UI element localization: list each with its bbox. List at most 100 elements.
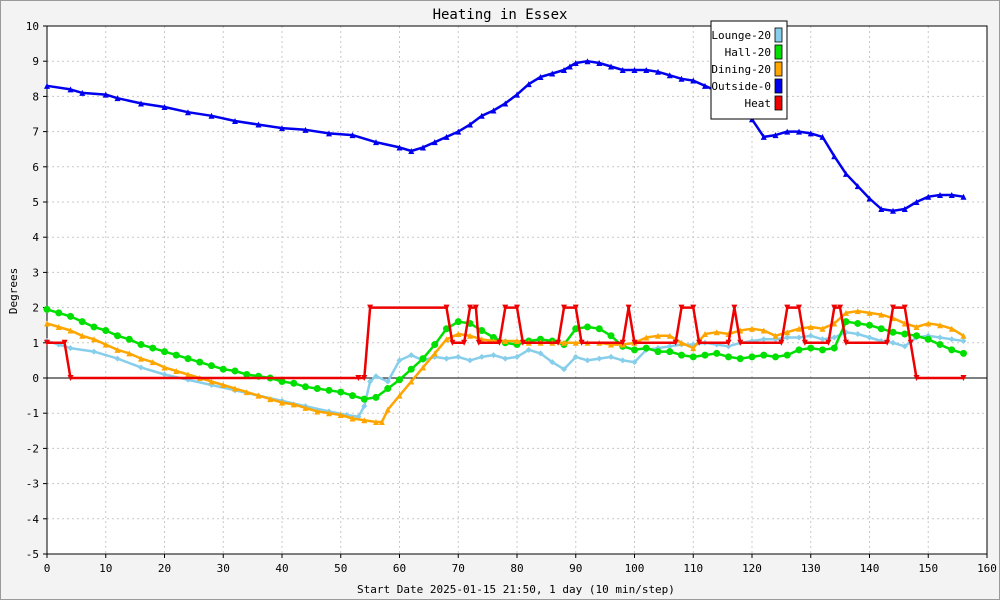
data-point-dining-20 [232, 385, 238, 392]
y-tick-label: 9 [32, 55, 39, 68]
x-tick-label: 90 [569, 562, 582, 575]
data-point-dining-20 [831, 320, 838, 327]
data-point-outside-0 [396, 144, 403, 151]
data-point-outside-0 [566, 63, 573, 70]
data-point-outside-0 [232, 118, 238, 125]
data-point-hall-20 [736, 355, 744, 363]
data-point-outside-0 [373, 139, 379, 146]
y-tick-label: 7 [32, 126, 39, 139]
series-hall-20 [43, 305, 967, 403]
y-axis-title: Degrees [7, 268, 20, 314]
data-point-lounge-20 [584, 357, 591, 364]
legend-swatch [774, 95, 783, 111]
data-point-outside-0 [819, 133, 826, 140]
data-point-outside-0 [631, 67, 638, 73]
data-point-dining-20 [314, 408, 321, 415]
data-point-heat [796, 304, 802, 311]
data-point-outside-0 [420, 144, 426, 151]
data-point-lounge-20 [666, 343, 673, 350]
data-point-heat [461, 339, 468, 346]
x-tick-label: 140 [860, 562, 880, 575]
data-point-hall-20 [595, 325, 603, 333]
data-point-hall-20 [302, 383, 309, 391]
data-point-heat [837, 304, 844, 311]
data-point-hall-20 [783, 351, 791, 359]
data-point-outside-0 [537, 74, 544, 81]
data-point-outside-0 [596, 59, 603, 66]
data-point-heat [731, 304, 738, 311]
data-point-heat [678, 304, 685, 311]
data-point-heat [443, 304, 450, 311]
data-point-lounge-20 [819, 336, 826, 343]
plot-area [47, 26, 987, 554]
data-point-heat [696, 339, 703, 346]
data-point-hall-20 [537, 335, 544, 343]
data-point-lounge-20 [490, 352, 497, 359]
data-point-outside-0 [208, 112, 215, 119]
data-point-heat [367, 304, 374, 311]
data-point-outside-0 [44, 82, 50, 89]
y-tick-label: 6 [32, 161, 39, 174]
data-point-outside-0 [349, 132, 356, 139]
data-point-lounge-20 [901, 343, 908, 350]
data-point-heat [725, 339, 732, 346]
data-point-hall-20 [384, 385, 392, 393]
legend-label: Outside-0 [711, 80, 771, 93]
data-point-hall-20 [102, 326, 110, 334]
data-point-outside-0 [807, 130, 814, 137]
data-point-hall-20 [701, 351, 709, 359]
series-layer [43, 58, 967, 425]
data-point-hall-20 [55, 309, 63, 317]
data-point-hall-20 [114, 332, 121, 340]
data-point-dining-20 [126, 350, 133, 357]
data-point-hall-20 [772, 353, 779, 361]
data-point-heat [572, 304, 579, 311]
data-point-hall-20 [807, 344, 815, 352]
data-point-outside-0 [455, 128, 462, 135]
data-point-lounge-20 [631, 359, 638, 366]
data-point-heat [561, 304, 567, 311]
data-point-dining-20 [878, 311, 885, 318]
data-point-dining-20 [373, 419, 379, 425]
data-point-hall-20 [654, 348, 662, 356]
data-point-outside-0 [525, 81, 532, 88]
data-point-lounge-20 [725, 343, 732, 350]
series-outside-0 [44, 58, 967, 214]
data-point-hall-20 [936, 341, 944, 349]
data-point-lounge-20 [396, 357, 403, 364]
x-tick-label: 80 [510, 562, 523, 575]
data-point-hall-20 [666, 348, 674, 356]
data-point-heat [737, 339, 744, 346]
data-point-lounge-20 [854, 331, 861, 337]
data-point-outside-0 [67, 86, 74, 93]
x-tick-label: 100 [625, 562, 645, 575]
data-point-dining-20 [79, 332, 86, 339]
data-point-hall-20 [584, 323, 591, 331]
data-point-hall-20 [830, 344, 838, 352]
data-point-hall-20 [396, 376, 403, 384]
data-point-lounge-20 [502, 355, 509, 362]
data-point-outside-0 [608, 63, 614, 70]
data-point-outside-0 [655, 68, 661, 75]
legend-swatch [774, 78, 783, 94]
data-point-dining-20 [185, 371, 191, 378]
data-point-dining-20 [713, 329, 720, 336]
legend-swatch [774, 61, 783, 77]
data-point-outside-0 [572, 59, 579, 66]
data-point-hall-20 [231, 367, 239, 375]
data-point-dining-20 [208, 378, 215, 385]
data-point-outside-0 [114, 95, 121, 102]
x-tick-label: 70 [452, 562, 465, 575]
x-tick-label: 160 [977, 562, 997, 575]
y-tick-label: 0 [32, 372, 39, 385]
data-point-dining-20 [255, 392, 262, 399]
data-point-outside-0 [643, 67, 650, 73]
data-point-lounge-20 [373, 373, 379, 380]
data-point-outside-0 [690, 77, 697, 84]
data-point-heat [472, 304, 479, 311]
y-tick-label: 5 [32, 196, 39, 209]
data-point-lounge-20 [948, 336, 955, 343]
legend-label: Lounge-20 [711, 29, 771, 42]
data-point-heat [467, 304, 473, 311]
data-point-lounge-20 [67, 345, 74, 352]
